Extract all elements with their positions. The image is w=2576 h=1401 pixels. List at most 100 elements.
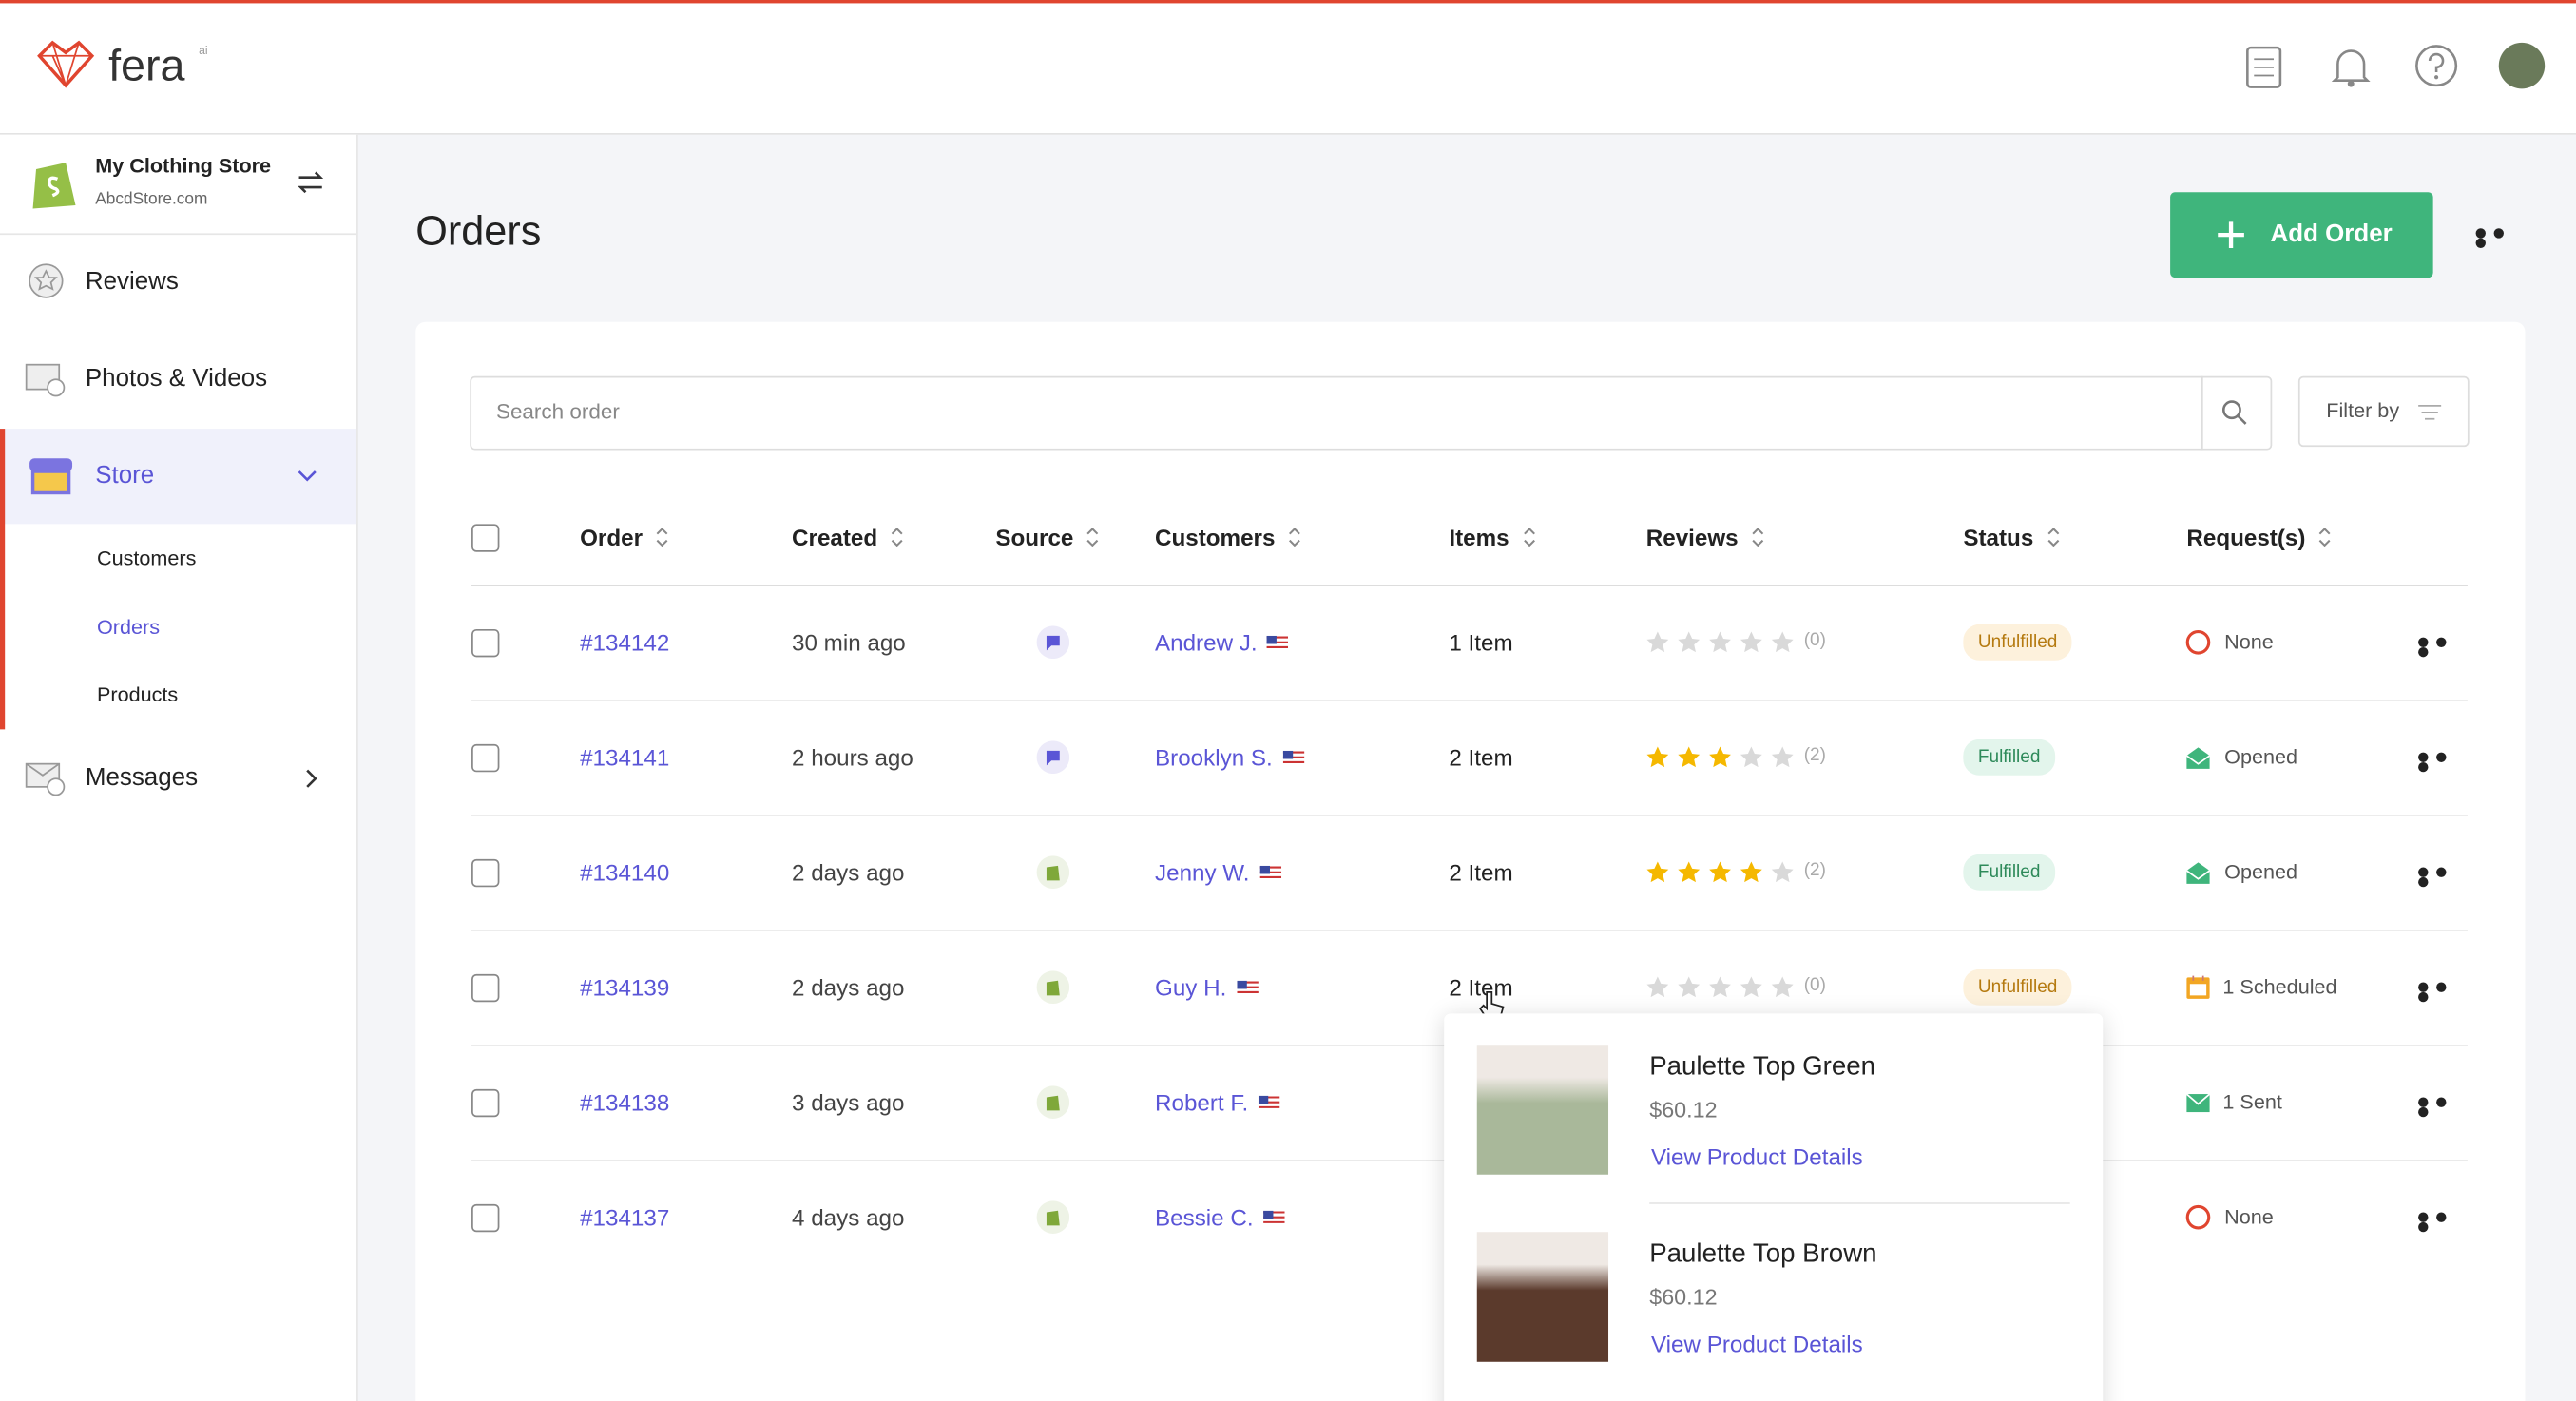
sort-icon <box>2047 528 2059 547</box>
customer-link[interactable]: Guy H. <box>1155 973 1227 1001</box>
items[interactable]: 1 Item <box>1449 628 1513 656</box>
store-domain: AbcdStore.com <box>95 190 208 209</box>
nav-active-bar <box>0 429 6 730</box>
nav-item[interactable]: Photos & Videos <box>85 364 268 393</box>
filter-button[interactable] <box>2297 375 2470 448</box>
product-price: $60.12 <box>1649 1097 1718 1123</box>
row-divider <box>471 930 2468 931</box>
request-status: Opened <box>2224 860 2298 884</box>
page-title: Orders <box>415 208 542 255</box>
logo-text: fera <box>108 41 185 91</box>
search-icon[interactable] <box>2221 399 2248 426</box>
review-count: (2) <box>1803 860 1826 881</box>
request-icon <box>2185 1204 2211 1230</box>
created: 2 hours ago <box>792 743 913 771</box>
product-link[interactable]: View Product Details <box>1650 1142 1863 1170</box>
items[interactable]: 2 Item <box>1449 858 1513 886</box>
row-checkbox[interactable] <box>471 1088 500 1118</box>
customer-link[interactable]: Andrew J. <box>1155 628 1258 656</box>
sort-icon <box>656 528 668 547</box>
nav-item[interactable]: Reviews <box>85 267 179 297</box>
row-menu[interactable] <box>2418 867 2470 888</box>
sort-icon <box>2319 528 2332 547</box>
product-image <box>1476 1232 1609 1362</box>
chevron-right[interactable] <box>305 769 318 789</box>
sort-icon <box>891 528 903 547</box>
order-link[interactable]: #134142 <box>580 628 670 656</box>
store-icon <box>29 458 73 495</box>
subnav-item[interactable]: Orders <box>96 615 160 639</box>
request-icon <box>2185 747 2211 769</box>
column-header[interactable]: Order <box>580 524 643 550</box>
add-order-button[interactable] <box>2170 192 2433 278</box>
column-header[interactable]: Customers <box>1155 524 1276 550</box>
row-menu[interactable] <box>2418 752 2470 773</box>
add-order-label[interactable]: Add Order <box>2270 220 2393 248</box>
product-link[interactable]: View Product Details <box>1650 1330 1863 1357</box>
store-name: My Clothing Store <box>95 154 272 178</box>
subnav-item[interactable]: Products <box>96 682 179 707</box>
request-icon <box>2185 629 2211 655</box>
row-checkbox[interactable] <box>471 858 500 888</box>
messages-icon <box>25 762 66 796</box>
request-icon <box>2186 975 2210 999</box>
row-menu[interactable] <box>2418 1212 2470 1233</box>
customer-link[interactable]: Brooklyn S. <box>1155 743 1273 771</box>
created: 3 days ago <box>792 1088 905 1116</box>
row-menu[interactable] <box>2418 637 2470 658</box>
logo-sup: ai <box>199 46 208 58</box>
order-link[interactable]: #134137 <box>580 1203 670 1231</box>
row-menu[interactable] <box>2418 1097 2470 1118</box>
more-menu[interactable] <box>2475 228 2528 248</box>
row-menu[interactable] <box>2418 982 2470 1003</box>
status-badge: Unfulfilled <box>1963 624 2072 661</box>
customer-link[interactable]: Bessie C. <box>1155 1203 1254 1231</box>
order-link[interactable]: #134141 <box>580 743 670 771</box>
chevron-down[interactable] <box>298 470 317 483</box>
nav-item[interactable]: Store <box>95 461 155 490</box>
row-checkbox[interactable] <box>471 743 500 773</box>
tasks-icon[interactable] <box>2244 43 2283 88</box>
column-header[interactable]: Created <box>792 524 878 550</box>
row-checkbox[interactable] <box>471 628 500 658</box>
help-icon[interactable] <box>2413 43 2459 88</box>
source-icon <box>1036 970 1070 1005</box>
subnav-item[interactable]: Customers <box>96 547 197 570</box>
popover-divider <box>1649 1202 2070 1204</box>
status-badge: Fulfilled <box>1963 854 2055 891</box>
order-link[interactable]: #134140 <box>580 858 670 886</box>
column-header[interactable]: Reviews <box>1645 524 1739 550</box>
filter-label[interactable]: Filter by <box>2326 398 2400 423</box>
search-divider <box>2201 375 2203 451</box>
status-badge: Unfulfilled <box>1963 969 2072 1006</box>
column-header[interactable]: Items <box>1449 524 1509 550</box>
request-icon <box>2185 1093 2211 1113</box>
column-header[interactable]: Source <box>995 524 1074 550</box>
search-box[interactable] <box>470 375 2273 451</box>
bell-icon[interactable] <box>2330 43 2373 88</box>
source-icon <box>1036 740 1070 775</box>
nav-item[interactable]: Messages <box>85 763 199 793</box>
row-divider <box>471 700 2468 701</box>
customer-link[interactable]: Jenny W. <box>1155 858 1250 886</box>
star-rating <box>1646 631 1794 653</box>
flag-icon <box>1259 865 1281 881</box>
sort-icon <box>1752 528 1764 547</box>
search-placeholder[interactable]: Search order <box>495 398 620 424</box>
customer-link[interactable]: Robert F. <box>1155 1088 1249 1116</box>
product-image <box>1476 1045 1609 1175</box>
column-header[interactable]: Request(s) <box>2186 524 2306 550</box>
star-rating <box>1646 746 1794 768</box>
order-link[interactable]: #134138 <box>580 1088 670 1116</box>
switch-store-icon[interactable] <box>296 169 325 196</box>
flag-icon <box>1282 750 1304 766</box>
order-link[interactable]: #134139 <box>580 973 670 1001</box>
row-checkbox[interactable] <box>471 973 500 1003</box>
avatar[interactable] <box>2498 42 2546 89</box>
items[interactable]: 2 Item <box>1449 973 1513 1001</box>
items[interactable]: 2 Item <box>1449 743 1513 771</box>
select-all-checkbox[interactable] <box>471 524 500 552</box>
column-header[interactable]: Status <box>1963 524 2034 550</box>
row-checkbox[interactable] <box>471 1203 500 1233</box>
request-status: 1 Sent <box>2222 1090 2282 1114</box>
